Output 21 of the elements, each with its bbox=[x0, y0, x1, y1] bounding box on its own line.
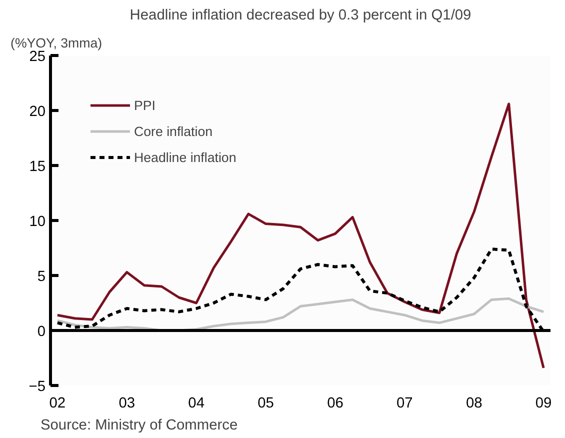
y-tick-label: 15 bbox=[29, 159, 46, 175]
legend-label: PPI bbox=[134, 98, 156, 112]
x-tick-label: 08 bbox=[466, 396, 482, 412]
legend-label: Core inflation bbox=[134, 124, 213, 138]
x-tick-label: 04 bbox=[188, 396, 204, 412]
source-note: Source: Ministry of Commerce bbox=[40, 418, 238, 434]
x-tick-label: 09 bbox=[535, 396, 552, 412]
y-tick-label: 20 bbox=[29, 104, 46, 120]
y-tick-label: 25 bbox=[29, 49, 46, 65]
y-tick-label: 0 bbox=[37, 324, 46, 340]
x-tick-label: 02 bbox=[49, 396, 66, 412]
x-tick-label: 06 bbox=[327, 396, 344, 412]
y-tick-label: 10 bbox=[29, 214, 46, 230]
x-tick-label: 05 bbox=[258, 396, 274, 412]
legend-label: Headline inflation bbox=[134, 150, 236, 164]
x-tick-label: 03 bbox=[118, 396, 136, 412]
y-tick-label: 5 bbox=[37, 269, 46, 285]
y-axis-title: (%YOY, 3mma) bbox=[10, 36, 102, 50]
y-tick-label: −5 bbox=[28, 379, 46, 395]
chart-title: Headline inflation decreased by 0.3 percent in Q1/09 bbox=[130, 8, 472, 24]
x-tick-label: 07 bbox=[396, 396, 413, 412]
